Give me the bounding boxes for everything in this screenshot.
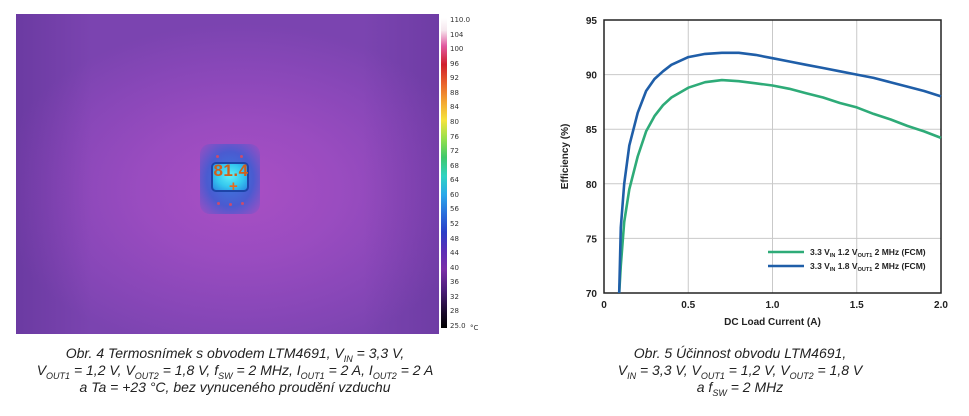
x-tick-label: 1.5: [850, 300, 864, 311]
figure4-caption-line1: Obr. 4 Termosnímek s obvodem LTM4691, VI…: [65, 345, 405, 364]
thermal-scale-label: 72: [450, 147, 459, 156]
y-tick-label: 70: [586, 289, 598, 300]
x-tick-label: 0.5: [681, 300, 695, 311]
thermal-spot-temperature: 81.4: [213, 161, 249, 180]
thermal-pin: [216, 155, 219, 158]
y-tick-label: 80: [586, 180, 598, 191]
thermal-scale-label: 36: [450, 278, 459, 287]
x-tick-label: 1.0: [766, 300, 780, 311]
thermal-image: 81.4 +: [16, 14, 439, 334]
y-tick-label: 90: [586, 71, 598, 82]
thermal-scale-label: 84: [450, 103, 459, 112]
thermal-chip-hotspot: [211, 162, 249, 192]
thermal-scale-label: 40: [450, 263, 459, 272]
figure4-caption-line3: a Ta = +23 °C, bez vynuceného proudění v…: [79, 379, 391, 395]
thermal-pin: [229, 203, 232, 206]
figure4-caption-line2: VOUT1 = 1,2 V, VOUT2 = 1,8 V, fSW = 2 MH…: [36, 362, 434, 381]
thermal-scale-label: 64: [450, 176, 459, 185]
thermal-scale-unit: °C: [470, 324, 479, 332]
thermal-scale-label: 28: [450, 307, 459, 316]
y-tick-label: 85: [586, 125, 598, 136]
thermal-scale-label: 92: [450, 74, 459, 83]
thermal-scale-label: 32: [450, 292, 459, 301]
x-axis-label: DC Load Current (A): [724, 317, 821, 328]
thermal-pin: [217, 202, 220, 205]
crosshair-icon: +: [229, 178, 238, 195]
thermal-scale-label: 25.0: [450, 322, 466, 330]
plot-frame: [603, 19, 942, 294]
x-tick-label: 0: [601, 300, 607, 311]
y-tick-label: 95: [586, 16, 598, 27]
thermal-scale-label: 68: [450, 161, 459, 170]
figure4-caption: Obr. 4 Termosnímek s obvodem LTM4691, VI…: [0, 345, 470, 396]
figure5-caption-line1: Obr. 5 Účinnost obvodu LTM4691,: [633, 345, 847, 361]
series-line-2: [617, 51, 942, 294]
figure5-caption-line3: a fSW = 2 MHz: [696, 379, 784, 398]
thermal-scale-label: 80: [450, 118, 459, 126]
thermal-scale-label: 76: [450, 132, 459, 141]
thermal-scale-label: 60: [450, 190, 459, 199]
thermal-scale-label: 44: [450, 249, 459, 258]
thermal-color-scale: [441, 18, 447, 328]
figure5-caption: Obr. 5 Účinnost obvodu LTM4691, VIN = 3,…: [520, 345, 960, 398]
figure5-caption-line2: VIN = 3,3 V, VOUT1 = 1,2 V, VOUT2 = 1,8 …: [617, 362, 863, 381]
series-line-1: [617, 78, 942, 294]
y-tick-label: 75: [586, 234, 598, 245]
efficiency-chart: 0 0.5 1.0 1.5 2.0 70 75 80 85 90 95 DC Load Current…: [560, 16, 948, 328]
thermal-pin: [241, 202, 244, 205]
thermal-scale-label: 110.0: [450, 16, 471, 24]
legend-label-1: 3.3 VIN 1.2 VOUT1 2 MHz (FCM): [810, 247, 926, 259]
thermal-scale-label: 52: [450, 220, 459, 228]
x-tick-label: 2.0: [934, 300, 948, 311]
thermal-scale-label: 96: [450, 59, 459, 68]
thermal-scale-label: 56: [450, 205, 459, 214]
legend-label-2: 3.3 VIN 1.8 VOUT1 2 MHz (FCM): [810, 261, 926, 273]
thermal-scale-label: 100: [450, 45, 464, 54]
thermal-scale-label: 88: [450, 88, 459, 97]
thermal-pin: [240, 155, 243, 158]
thermal-scale-label: 48: [450, 234, 459, 243]
y-axis-label: Efficiency (%): [560, 124, 571, 190]
thermal-scale-label: 104: [450, 30, 464, 39]
